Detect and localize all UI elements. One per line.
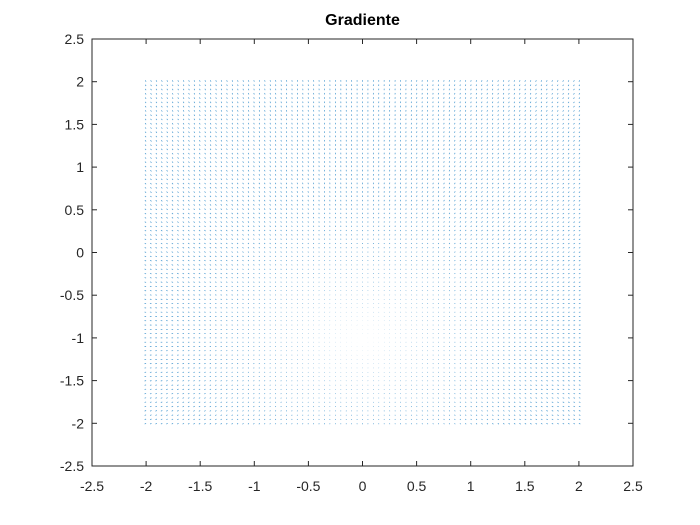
x-tick-label: -2.5 (80, 478, 104, 494)
x-tick-label: -0.5 (296, 478, 320, 494)
y-tick-label: -2.5 (60, 458, 84, 474)
chart-title: Gradiente (325, 12, 400, 29)
y-tick-label: 0.5 (65, 202, 85, 218)
y-tick-label: -2 (72, 415, 85, 431)
y-tick-labels: 2.5 2 1.5 1 0.5 0 -0.5 -1 -1.5 -2 -2.5 (60, 31, 84, 474)
y-tick-label: 1 (76, 159, 84, 175)
y-tick-label: -0.5 (60, 287, 84, 303)
vector-arrows (144, 80, 581, 425)
x-tick-label: -1 (248, 478, 261, 494)
x-tick-label: -2 (140, 478, 153, 494)
x-tick-label: 0 (359, 478, 367, 494)
x-tick-label: 2.5 (623, 478, 643, 494)
y-tick-label: 2 (76, 74, 84, 90)
axis-ticks (91, 38, 634, 467)
y-tick-label: 0 (76, 245, 84, 261)
y-tick-label: -1.5 (60, 373, 84, 389)
y-tick-label: -1 (72, 330, 85, 346)
y-tick-label: 1.5 (65, 116, 85, 132)
x-tick-label: 1 (467, 478, 475, 494)
x-tick-label: 1.5 (515, 478, 535, 494)
x-tick-label: 0.5 (407, 478, 427, 494)
x-tick-label: -1.5 (188, 478, 212, 494)
x-tick-label: 2 (575, 478, 583, 494)
x-tick-labels: -2.5 -2 -1.5 -1 -0.5 0 0.5 1 1.5 2 2.5 (80, 478, 643, 494)
y-tick-label: 2.5 (65, 31, 85, 47)
vector-field (144, 80, 581, 425)
